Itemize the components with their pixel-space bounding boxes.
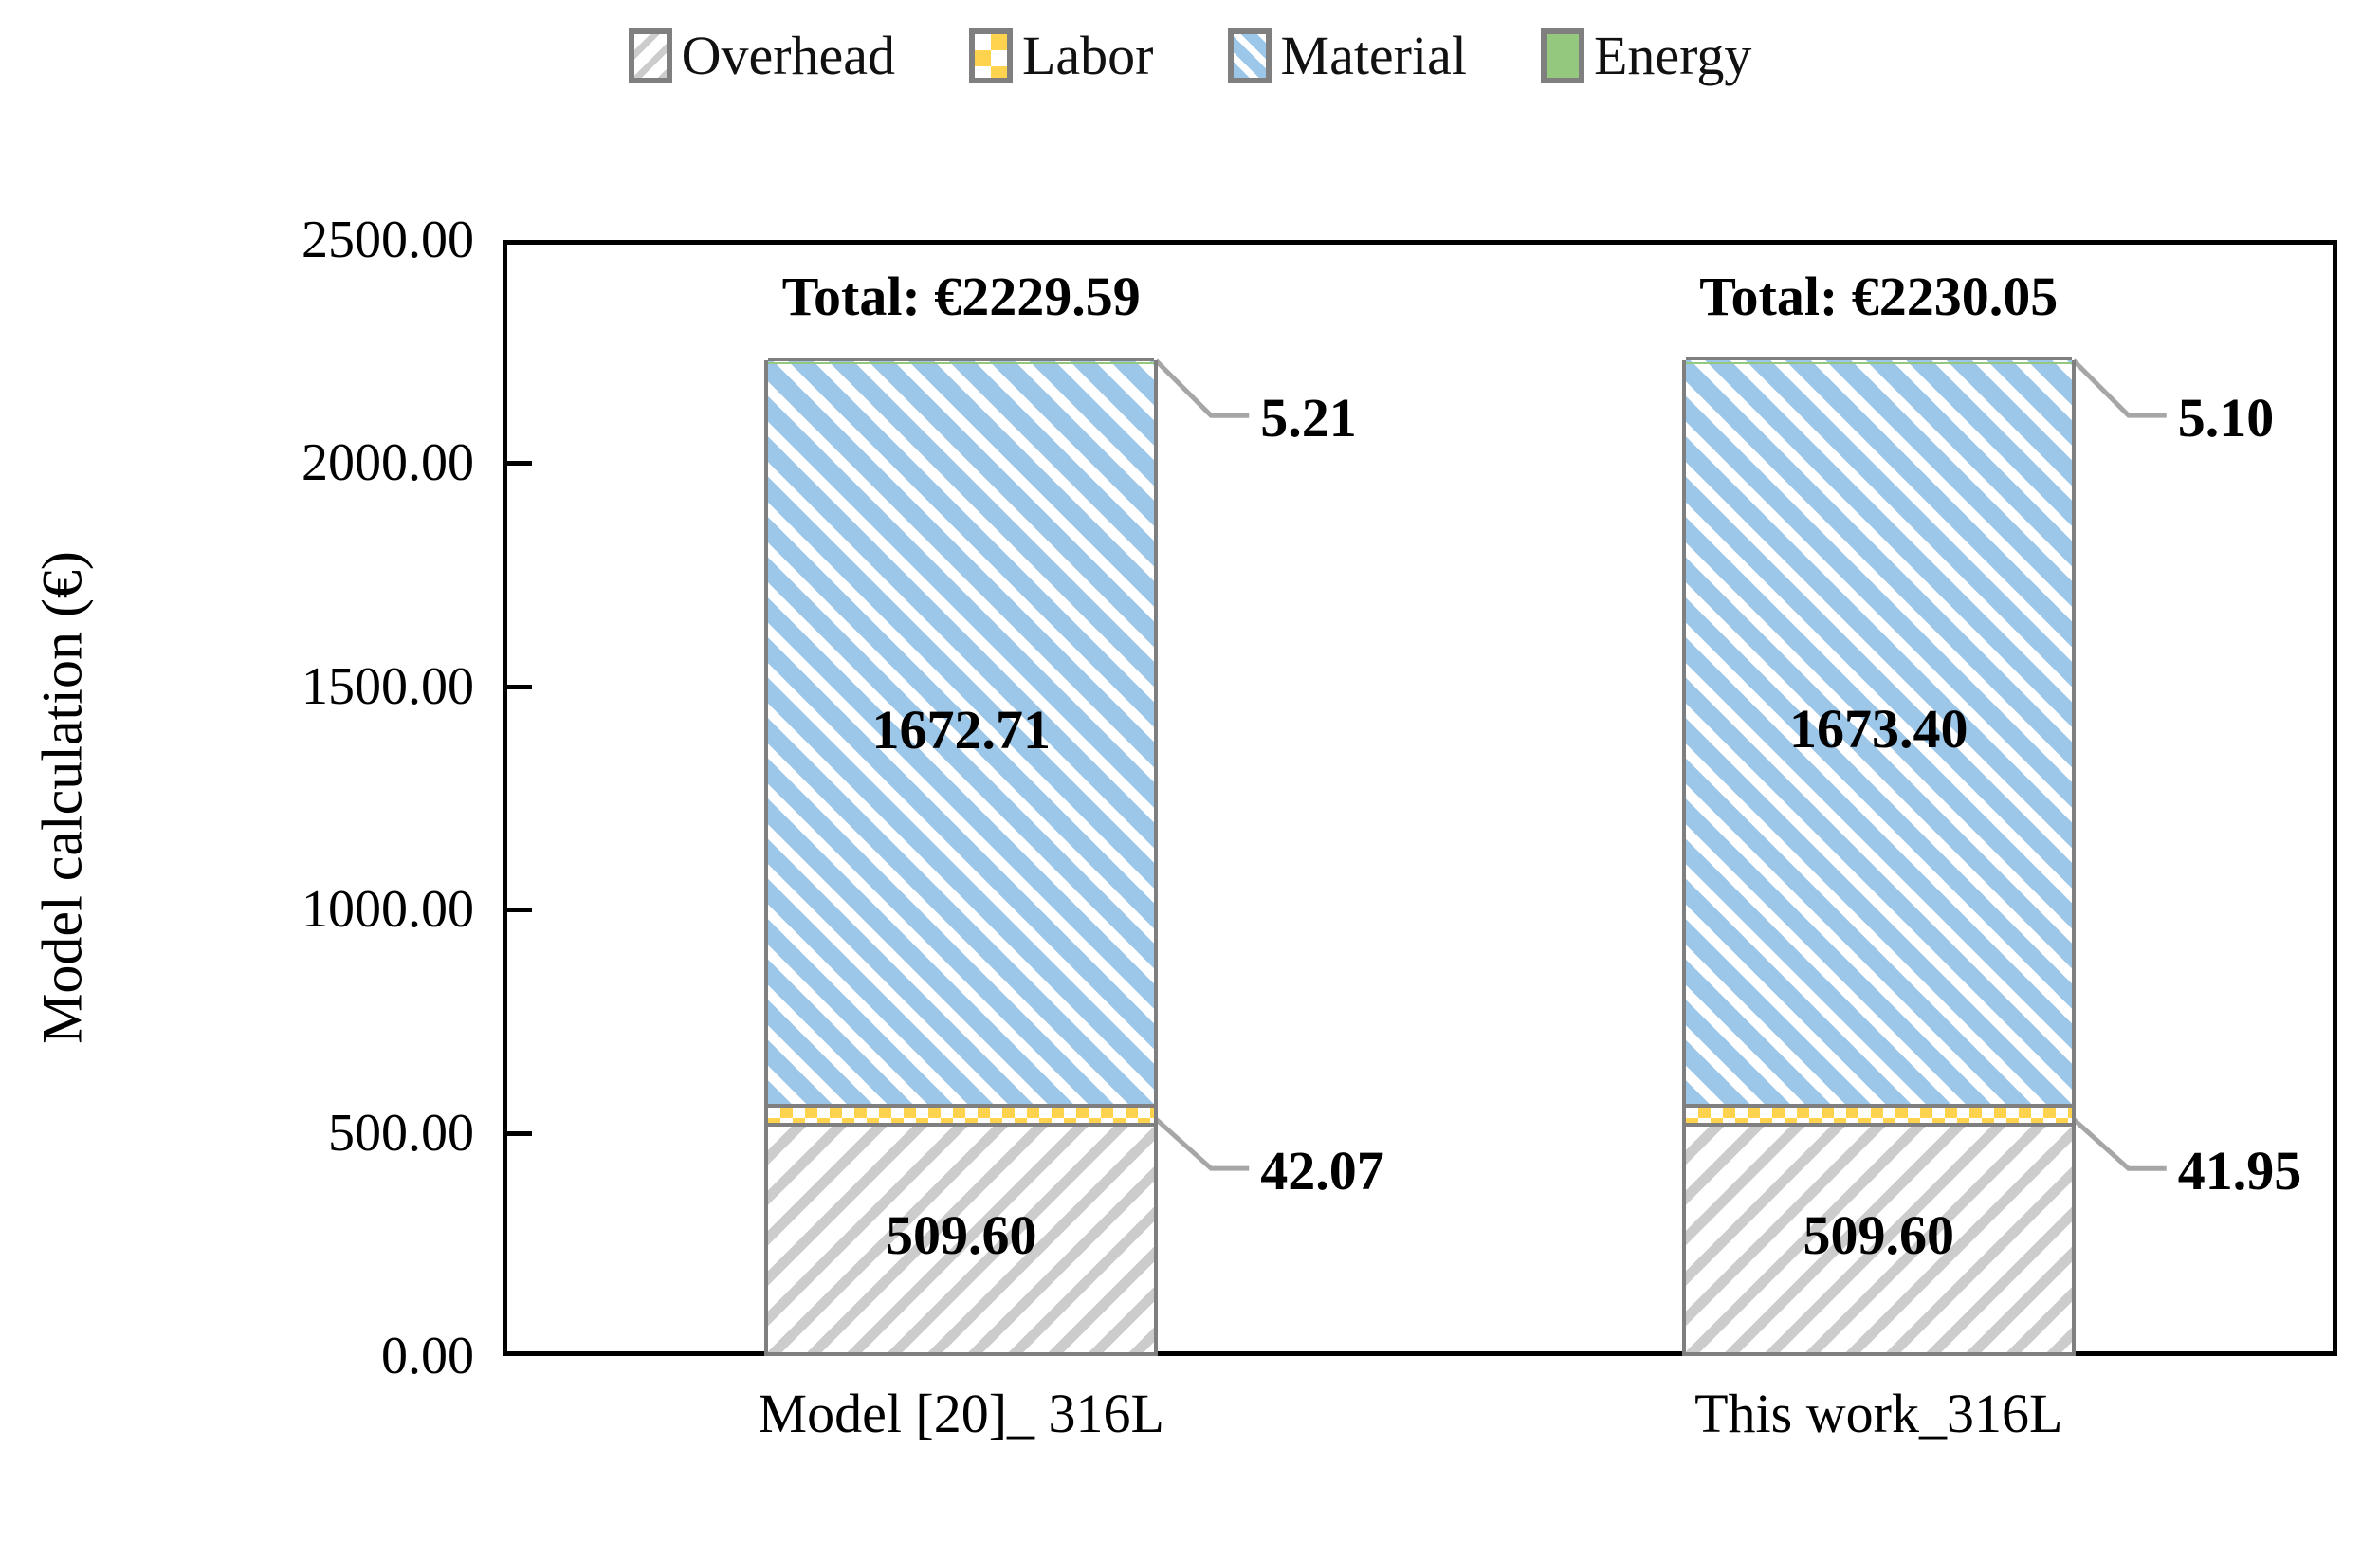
bar-0: 509.60 1672.71 [764,357,1159,1356]
legend-swatch-material-icon [1227,28,1272,83]
y-tick-1000 [507,908,532,913]
y-tick-label-0: 0.00 [381,1327,474,1385]
legend-swatch-energy-icon [1540,28,1584,83]
bar-0-segment-labor [768,1106,1155,1126]
legend-swatch-overhead-icon [628,28,672,83]
y-tick-label-2500: 2500.00 [302,211,474,269]
bar-0-segment-energy [768,361,1155,365]
y-tick-label-1000: 1000.00 [302,880,474,940]
legend-item-labor: Labor [969,28,1154,83]
bar-0-segment-overhead [768,1125,1155,1352]
bar-1-label-overhead: 509.60 [1803,1204,1955,1267]
bar-1-segment-energy [1685,361,2072,365]
bar-1-total-label: Total: €2230.05 [1699,266,2059,328]
legend-label-material: Material [1280,25,1467,86]
bar-1-divider-1 [1685,1123,2072,1128]
bar-1-divider-3 [1685,357,2072,361]
bar-0-label-material: 1672.71 [871,698,1052,761]
bar-1-callout-label-labor: 41.95 [2177,1140,2302,1202]
legend-item-energy: Energy [1540,25,1752,86]
y-tick-1500 [507,684,532,689]
y-tick-2000 [507,461,532,467]
x-category-label-1: This work_316L [1694,1383,2063,1444]
y-axis-title: Model calculation (€) [30,551,94,1044]
bar-1-segment-material [1685,358,2072,1107]
bar-0-segment-material [768,358,1155,1107]
legend-item-overhead: Overhead [628,25,895,86]
bar-1-label-material: 1673.40 [1789,698,1968,761]
bar-1: 509.60 1673.40 [1681,357,2076,1356]
bar-1-divider-2 [1685,1104,2072,1109]
bar-1-callout-label-energy: 5.10 [2177,387,2275,449]
bar-0-divider-2 [768,1104,1155,1109]
y-tick-label-2000: 2000.00 [302,433,474,493]
bar-1-segment-overhead [1685,1125,2072,1352]
chart-legend: Overhead Labor Material Energy [0,28,2380,83]
legend-label-labor: Labor [1022,25,1154,86]
x-category-label-0: Model [20]_ 316L [758,1383,1165,1444]
legend-label-energy: Energy [1593,25,1752,86]
bar-0-callout-label-labor: 42.07 [1260,1140,1384,1202]
bar-0-total-label: Total: €2229.59 [781,266,1141,328]
y-tick-label-1500: 1500.00 [302,656,474,716]
bar-0-label-overhead: 509.60 [886,1204,1037,1267]
bar-0-callout-label-energy: 5.21 [1260,387,1357,449]
bar-1-segment-labor [1685,1106,2072,1126]
y-tick-500 [507,1130,532,1136]
y-tick-label-500: 500.00 [328,1103,474,1163]
legend-swatch-labor-icon [969,28,1013,83]
bar-0-divider-1 [768,1123,1155,1128]
legend-item-material: Material [1227,25,1467,86]
bar-0-divider-3 [768,357,1155,361]
legend-label-overhead: Overhead [681,25,895,86]
